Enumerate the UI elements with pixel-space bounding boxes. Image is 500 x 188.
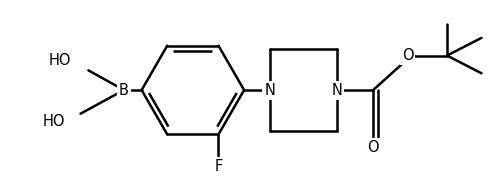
Text: F: F [214,159,222,174]
Text: HO: HO [42,114,65,129]
Text: B: B [119,83,129,98]
Text: N: N [264,83,275,98]
Text: O: O [368,140,379,155]
Text: HO: HO [48,53,70,68]
Text: N: N [332,83,342,98]
Text: O: O [402,48,413,63]
